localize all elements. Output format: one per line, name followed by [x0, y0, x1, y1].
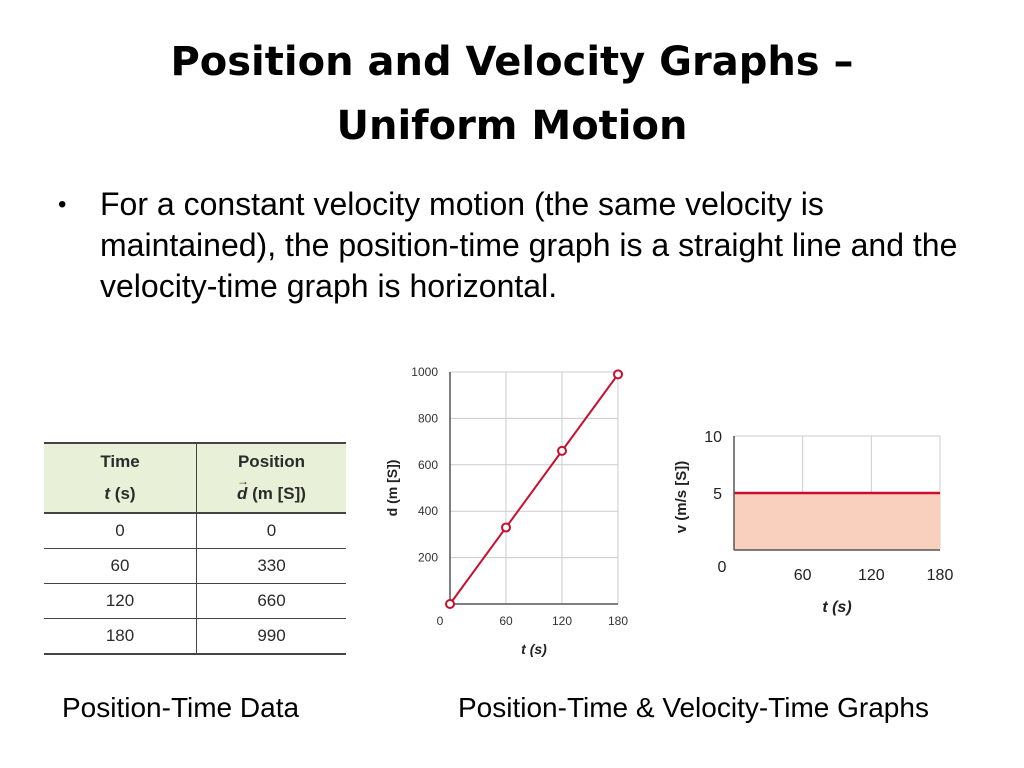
x-tick-label: 180	[608, 614, 628, 628]
y-axis-label: d (m [S])	[384, 460, 400, 517]
table-row: 60 330	[44, 548, 346, 584]
table-cell-position: 0	[196, 513, 346, 549]
header-time-var: t	[104, 484, 111, 503]
vector-arrow-icon: →	[237, 474, 250, 488]
y-tick-label: 10	[704, 429, 722, 446]
header-time-units: (s)	[110, 484, 136, 503]
x-tick-label: 60	[794, 567, 812, 584]
table-cell-position: 990	[196, 618, 346, 655]
table-cell-time: 180	[44, 618, 197, 655]
x-tick-label: 180	[927, 567, 954, 584]
y-tick-label: 600	[418, 458, 438, 472]
table-header-position: Position → d (m [S])	[196, 442, 346, 514]
x-tick-label: 120	[552, 614, 572, 628]
data-point	[557, 445, 567, 456]
table-cell-time: 60	[44, 548, 197, 584]
table-header-time: Time t (s)	[44, 442, 197, 514]
table-cell-time: 0	[44, 513, 197, 549]
bullet-text: For a constant velocity motion (the same…	[100, 186, 958, 304]
header-position-units: (m [S])	[247, 484, 306, 503]
y-tick-label: 200	[418, 551, 438, 565]
caption-graphs: Position-Time & Velocity-Time Graphs	[458, 692, 929, 723]
y-tick-label: 5	[713, 486, 722, 503]
header-position-unit: → d (m [S])	[198, 474, 345, 510]
table-cell-position: 660	[196, 583, 346, 619]
title-line-1: Position and Velocity Graphs –	[170, 39, 854, 85]
table-cell-position: 330	[196, 548, 346, 584]
x-tick-label: 120	[858, 567, 885, 584]
table-row: 120 660	[44, 583, 346, 619]
series-line	[449, 373, 619, 605]
header-position-var: → d	[237, 474, 249, 503]
x-tick-label: 0	[437, 614, 444, 628]
header-position-label: Position	[237, 452, 306, 471]
caption-position-time-data: Position-Time Data	[62, 692, 300, 723]
data-point	[445, 599, 455, 609]
x-tick-label: 0	[718, 559, 727, 576]
slide-title: Position and Velocity Graphs – Uniform M…	[0, 30, 1024, 158]
table-row: 180 990	[44, 618, 346, 655]
table-header-row: Time t (s) Position → d (m [S])	[44, 442, 346, 514]
title-line-2: Uniform Motion	[336, 103, 688, 149]
y-tick-label: 800	[418, 411, 438, 425]
x-axis-label: t (s)	[521, 641, 547, 657]
header-position-var-text: d	[237, 484, 248, 503]
y-axis-label: v (m/s [S])	[673, 461, 690, 534]
header-time-label: Time	[100, 452, 140, 471]
y-tick-label: 1000	[411, 365, 438, 379]
bullet-dot-icon: •	[58, 191, 67, 218]
bullet-point: • For a constant velocity motion (the sa…	[58, 184, 1008, 307]
x-tick-label: 60	[499, 614, 513, 628]
position-time-chart: 200 400 600 800 1000 0 60 120 180 t (s) d (m [S])	[384, 365, 628, 657]
data-point	[613, 369, 623, 380]
data-point	[501, 522, 511, 533]
area-fill	[734, 493, 940, 550]
table-cell-time: 120	[44, 583, 197, 619]
velocity-time-chart: 5 10 0 60 120 180 t (s) v (m/s [S])	[673, 429, 954, 616]
y-tick-label: 400	[418, 504, 438, 518]
x-axis-label: t (s)	[822, 599, 851, 616]
header-time-unit: t (s)	[45, 478, 195, 510]
